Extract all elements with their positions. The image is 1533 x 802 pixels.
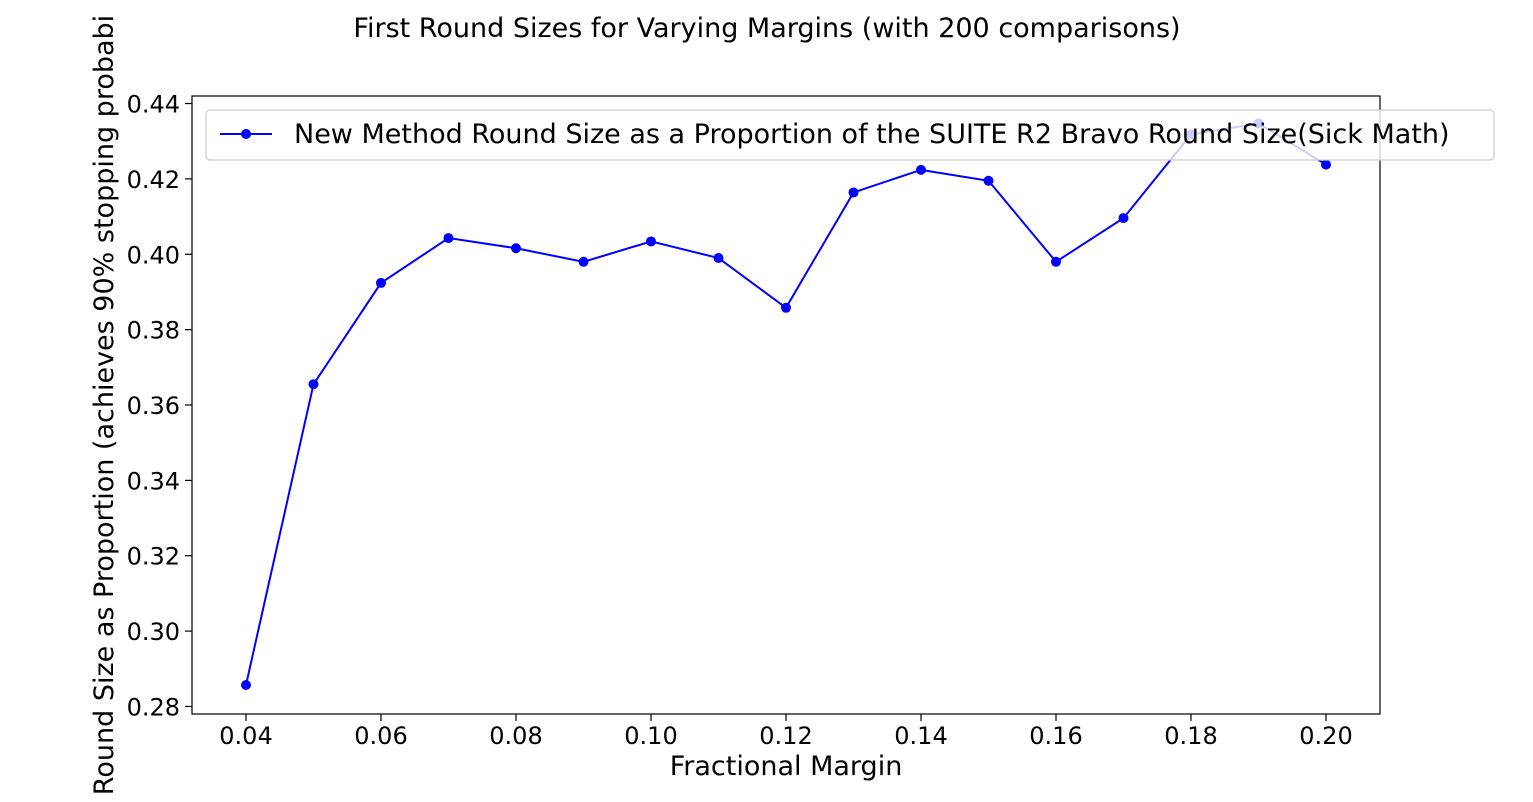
y-axis-ticks: 0.28 0.30 0.32 0.34 0.36 0.38 0.40 0.42 0.44: [127, 91, 192, 721]
data-point: [781, 302, 791, 313]
legend-label: New Method Round Size as a Proportion of…: [294, 119, 1450, 150]
data-point: [511, 243, 521, 254]
data-point: [578, 256, 589, 267]
x-tick-label: 0.14: [894, 722, 947, 750]
x-tick-label: 0.12: [759, 722, 812, 750]
x-tick-label: 0.20: [1299, 722, 1352, 750]
y-tick-label: 0.40: [127, 241, 180, 269]
y-tick-label: 0.44: [127, 91, 180, 119]
x-tick-label: 0.18: [1164, 722, 1217, 750]
x-axis-label: Fractional Margin: [670, 751, 903, 782]
y-tick-label: 0.34: [127, 467, 180, 495]
chart-title: First Round Sizes for Varying Margins (w…: [353, 13, 1180, 44]
data-point: [848, 187, 859, 198]
legend-marker-swatch: [241, 129, 251, 139]
y-tick-label: 0.32: [127, 543, 180, 571]
y-tick-label: 0.42: [127, 166, 180, 194]
data-point: [376, 277, 386, 288]
data-series: [241, 118, 1331, 690]
data-point: [1051, 256, 1061, 267]
data-point: [1321, 159, 1331, 170]
x-tick-label: 0.16: [1029, 722, 1082, 750]
data-point: [1118, 213, 1129, 224]
y-axis-label: Round Size as Proportion (achieves 90% s…: [89, 15, 120, 795]
data-point: [646, 236, 656, 247]
y-tick-label: 0.38: [127, 317, 180, 345]
x-tick-label: 0.06: [354, 722, 407, 750]
data-point: [443, 233, 454, 244]
x-tick-label: 0.04: [219, 722, 272, 750]
x-axis-ticks: 0.04 0.06 0.08 0.10 0.12 0.14 0.16 0.18 0.20: [219, 714, 1353, 750]
legend-box: [205, 109, 1495, 161]
x-tick-label: 0.10: [624, 722, 677, 750]
data-point: [308, 379, 319, 390]
data-point: [241, 679, 251, 690]
x-tick-label: 0.08: [489, 722, 542, 750]
y-tick-label: 0.30: [127, 618, 180, 646]
y-tick-label: 0.28: [127, 693, 180, 721]
data-point: [983, 175, 994, 186]
data-point: [916, 164, 926, 175]
data-point: [713, 253, 724, 264]
y-tick-label: 0.36: [127, 392, 180, 420]
legend: New Method Round Size as a Proportion of…: [205, 109, 1495, 161]
plot-area-frame: [191, 95, 1381, 715]
